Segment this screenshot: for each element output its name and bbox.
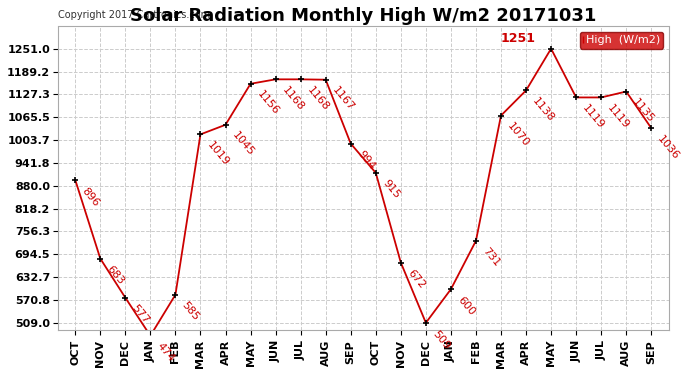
Text: 1135: 1135	[631, 97, 656, 125]
Text: 683: 683	[105, 264, 126, 286]
Text: Copyright 2017 Cartronics.com: Copyright 2017 Cartronics.com	[58, 10, 210, 20]
Text: 1119: 1119	[581, 103, 607, 131]
Text: 1036: 1036	[656, 134, 682, 162]
Text: 1070: 1070	[506, 121, 531, 149]
Text: 1138: 1138	[531, 96, 556, 124]
Text: 600: 600	[455, 295, 477, 317]
Text: 1168: 1168	[280, 85, 306, 113]
Text: 1168: 1168	[305, 85, 331, 113]
Text: 1045: 1045	[230, 130, 256, 158]
Legend: High  (W/m2): High (W/m2)	[580, 32, 663, 49]
Text: 672: 672	[405, 268, 426, 291]
Text: 1251: 1251	[501, 32, 536, 45]
Text: 585: 585	[180, 300, 201, 323]
Text: 474: 474	[155, 341, 176, 364]
Text: 1019: 1019	[205, 140, 230, 168]
Text: 1167: 1167	[331, 85, 356, 113]
Text: 509: 509	[431, 328, 452, 351]
Text: 896: 896	[80, 185, 101, 208]
Text: 1119: 1119	[606, 103, 631, 131]
Text: 731: 731	[480, 246, 502, 269]
Text: 577: 577	[130, 303, 151, 326]
Text: 915: 915	[380, 178, 402, 201]
Text: 1156: 1156	[255, 89, 281, 117]
Title: Solar Radiation Monthly High W/m2 20171031: Solar Radiation Monthly High W/m2 201710…	[130, 7, 596, 25]
Text: 994: 994	[355, 149, 377, 172]
